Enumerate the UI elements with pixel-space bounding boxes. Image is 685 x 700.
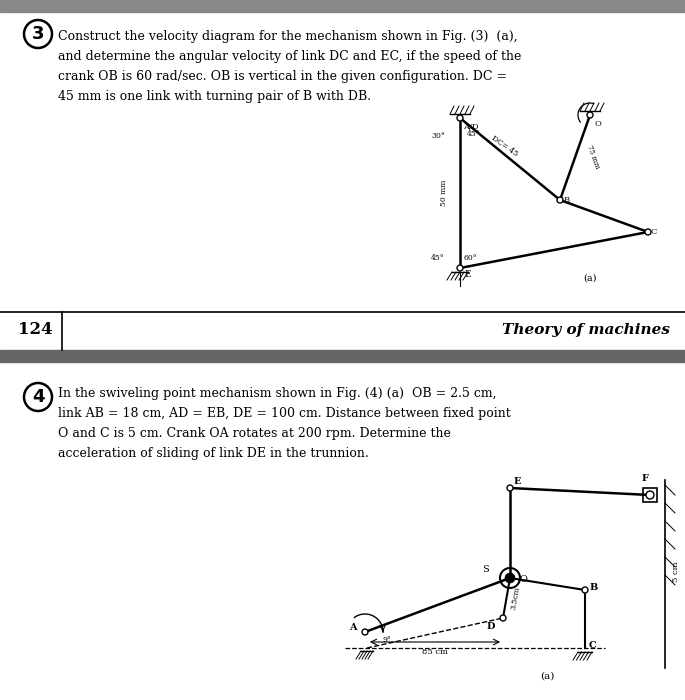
Text: 45°: 45° xyxy=(431,254,445,262)
Text: 85 cm: 85 cm xyxy=(422,648,448,656)
Circle shape xyxy=(646,491,654,499)
Bar xyxy=(0,362,685,700)
Text: O and C is 5 cm. Crank OA rotates at 200 rpm. Determine the: O and C is 5 cm. Crank OA rotates at 200… xyxy=(58,427,451,440)
Text: 4: 4 xyxy=(32,388,45,406)
Text: and determine the angular velocity of link DC and EC, if the speed of the: and determine the angular velocity of li… xyxy=(58,50,521,63)
Circle shape xyxy=(457,265,463,271)
Circle shape xyxy=(557,197,563,203)
Text: DC= 45: DC= 45 xyxy=(490,134,519,158)
Text: A/D: A/D xyxy=(463,123,479,131)
Text: E: E xyxy=(514,477,521,486)
Text: B: B xyxy=(590,584,598,592)
Text: link AB = 18 cm, AD = EB, DE = 100 cm. Distance between fixed point: link AB = 18 cm, AD = EB, DE = 100 cm. D… xyxy=(58,407,511,420)
Text: O: O xyxy=(595,120,602,128)
Text: crank OB is 60 rad/sec. OB is vertical in the given configuration. DC =: crank OB is 60 rad/sec. OB is vertical i… xyxy=(58,70,507,83)
Text: 50 mm: 50 mm xyxy=(440,180,448,206)
Text: C: C xyxy=(589,641,597,650)
Text: 30°: 30° xyxy=(431,132,445,140)
Bar xyxy=(0,0,685,12)
Text: 60°: 60° xyxy=(463,254,477,262)
Bar xyxy=(0,350,685,362)
Text: O: O xyxy=(520,575,528,584)
Text: 45°: 45° xyxy=(467,130,481,138)
Text: 124: 124 xyxy=(18,321,53,339)
Circle shape xyxy=(500,615,506,621)
Text: (a): (a) xyxy=(540,671,555,680)
Text: D: D xyxy=(486,622,495,631)
Circle shape xyxy=(587,112,593,118)
Circle shape xyxy=(505,573,515,583)
Circle shape xyxy=(645,229,651,235)
Text: C: C xyxy=(651,228,658,236)
Text: F: F xyxy=(641,474,649,483)
Circle shape xyxy=(582,587,588,593)
Text: A: A xyxy=(349,622,357,631)
Text: E: E xyxy=(464,270,471,279)
Circle shape xyxy=(457,115,463,121)
Text: B: B xyxy=(564,196,570,204)
Text: S: S xyxy=(482,566,489,575)
Text: acceleration of sliding of link DE in the trunnion.: acceleration of sliding of link DE in th… xyxy=(58,447,369,460)
Circle shape xyxy=(507,485,513,491)
Text: 45 mm is one link with turning pair of B with DB.: 45 mm is one link with turning pair of B… xyxy=(58,90,371,103)
Bar xyxy=(0,305,685,350)
Text: 3: 3 xyxy=(32,25,45,43)
Bar xyxy=(0,12,685,305)
Text: 5 cm: 5 cm xyxy=(672,561,680,582)
Text: (a): (a) xyxy=(583,274,597,283)
Text: 3.5cm: 3.5cm xyxy=(509,586,521,610)
Text: 9°: 9° xyxy=(383,636,392,644)
Text: Theory of machines: Theory of machines xyxy=(502,323,670,337)
Text: 75 mm: 75 mm xyxy=(585,144,601,170)
Text: Construct the velocity diagram for the mechanism shown in Fig. (3)  (a),: Construct the velocity diagram for the m… xyxy=(58,30,518,43)
Bar xyxy=(643,488,657,502)
Text: In the swiveling point mechanism shown in Fig. (4) (a)  OB = 2.5 cm,: In the swiveling point mechanism shown i… xyxy=(58,387,497,400)
Circle shape xyxy=(362,629,368,635)
